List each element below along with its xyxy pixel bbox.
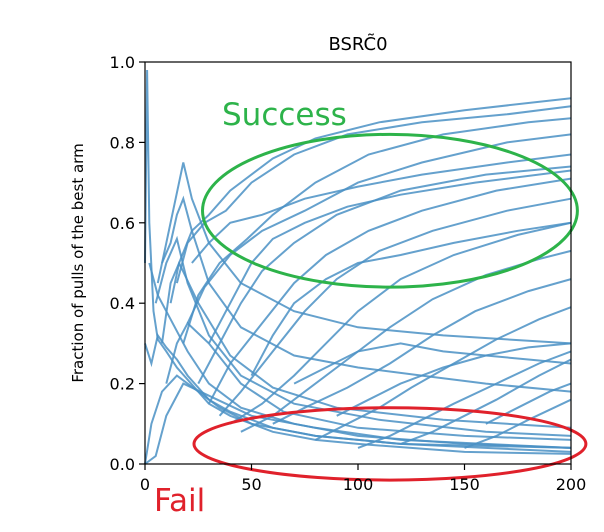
series-line-14 bbox=[186, 133, 572, 324]
series-layer bbox=[144, 69, 572, 465]
series-line-9 bbox=[161, 195, 572, 393]
tick-layer: 0 50 100 150 200 0.0 0.2 0.4 0.6 0.8 1.0 bbox=[110, 53, 587, 494]
fail-ellipse bbox=[192, 406, 588, 482]
series-line-4 bbox=[144, 382, 572, 465]
series-line-24 bbox=[357, 350, 572, 449]
series-line-28 bbox=[336, 342, 572, 417]
fail-label: Fail bbox=[154, 483, 205, 519]
series-line-15 bbox=[191, 153, 572, 264]
x-tick-label: 100 bbox=[343, 475, 374, 494]
series-line-6 bbox=[154, 235, 572, 437]
series-line-18 bbox=[218, 197, 572, 417]
series-line-20 bbox=[208, 169, 572, 344]
series-line-13 bbox=[182, 117, 572, 344]
series-line-27 bbox=[485, 382, 572, 425]
series-line-11 bbox=[169, 97, 572, 304]
y-tick-label: 0.6 bbox=[110, 214, 135, 233]
annotation-layer: Success Fail bbox=[154, 97, 588, 519]
x-tick-label: 150 bbox=[449, 475, 480, 494]
y-tick-label: 0.0 bbox=[110, 455, 135, 474]
series-line-17 bbox=[208, 177, 572, 405]
y-tick-label: 0.8 bbox=[110, 133, 135, 152]
series-line-16 bbox=[197, 165, 572, 385]
series-line-21 bbox=[240, 249, 572, 433]
series-line-12 bbox=[175, 105, 572, 284]
y-tick-label: 1.0 bbox=[110, 53, 135, 72]
series-line-10 bbox=[156, 162, 572, 345]
chart-title: BSRC̃0 bbox=[328, 34, 387, 55]
success-ellipse bbox=[201, 132, 579, 289]
series-line-25 bbox=[400, 358, 572, 445]
series-line-29 bbox=[293, 342, 572, 385]
y-tick-label: 0.4 bbox=[110, 294, 135, 313]
series-line-7 bbox=[161, 260, 572, 429]
success-label: Success bbox=[222, 97, 347, 133]
y-axis-label: Fraction of pulls of the best arm bbox=[69, 143, 87, 382]
series-line-19 bbox=[229, 221, 572, 425]
series-line-3 bbox=[144, 374, 572, 465]
series-line-23 bbox=[314, 306, 572, 441]
x-tick-label: 50 bbox=[241, 475, 261, 494]
series-line-1 bbox=[144, 69, 572, 455]
x-tick-label: 200 bbox=[556, 475, 587, 494]
series-line-30 bbox=[250, 221, 572, 377]
x-tick-label: 0 bbox=[140, 475, 150, 494]
series-line-26 bbox=[464, 398, 572, 449]
series-line-22 bbox=[272, 278, 572, 425]
y-tick-label: 0.2 bbox=[110, 375, 135, 394]
